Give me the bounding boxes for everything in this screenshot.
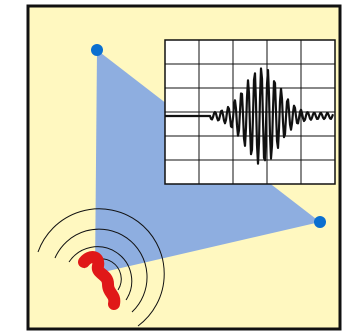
station-right-dot	[314, 216, 326, 228]
wave-arc-2	[68, 246, 133, 301]
seismogram-panel	[164, 39, 336, 185]
seismogram-trace	[165, 67, 335, 165]
wave-arc-3	[54, 228, 148, 313]
wave-arc-4	[37, 208, 165, 327]
epicenter-marker	[78, 251, 121, 310]
station-top-dot	[91, 44, 103, 56]
